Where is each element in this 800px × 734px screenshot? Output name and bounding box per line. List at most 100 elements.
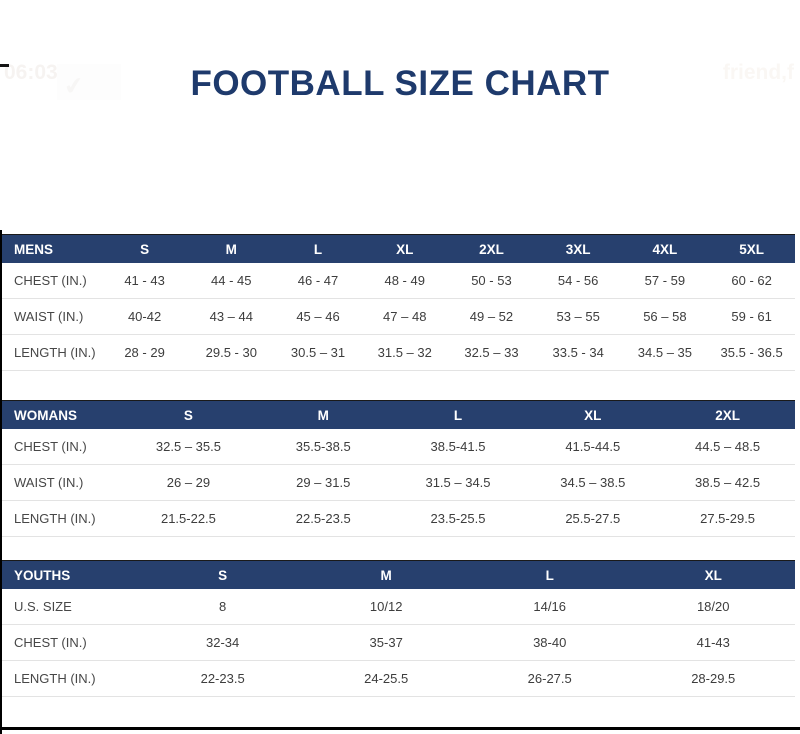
size-value: 32.5 – 35.5 <box>121 429 256 465</box>
measurement-label: WAIST (IN.) <box>2 464 122 501</box>
screenshot-bottom-border <box>0 727 800 730</box>
size-value: 41 - 43 <box>101 263 188 299</box>
size-value: 35.5 - 36.5 <box>708 334 795 371</box>
size-value: 41.5-44.5 <box>525 429 661 465</box>
mens-measurement-row: LENGTH (IN.) 28 - 29 29.5 - 30 30.5 – 31 31.… <box>2 334 795 371</box>
screenshot-corner-mark <box>0 64 9 67</box>
size-value: 10/12 <box>304 589 468 625</box>
size-value: 8 <box>140 589 305 625</box>
womans-table-title: WOMANS <box>2 400 122 429</box>
youths-measurement-row: U.S. SIZE 8 10/12 14/16 18/20 <box>2 589 795 625</box>
womans-size-column-header: S <box>121 400 256 429</box>
womans-size-column-header: M <box>255 400 391 429</box>
size-value: 14/16 <box>467 589 632 625</box>
size-value: 44 - 45 <box>187 263 275 299</box>
womans-size-column-header: XL <box>525 400 661 429</box>
mens-size-column-header: XL <box>361 234 449 263</box>
mens-size-column-header: L <box>274 234 362 263</box>
size-value: 47 – 48 <box>361 298 449 335</box>
size-value: 48 - 49 <box>361 263 449 299</box>
size-value: 54 - 56 <box>534 263 622 299</box>
size-value: 30.5 – 31 <box>274 334 362 371</box>
measurement-label: LENGTH (IN.) <box>2 500 122 537</box>
size-value: 32.5 – 33 <box>448 334 535 371</box>
size-value: 26-27.5 <box>467 660 632 697</box>
page-title: FOOTBALL SIZE CHART <box>190 64 610 103</box>
size-value: 21.5-22.5 <box>121 500 256 537</box>
size-value: 31.5 – 34.5 <box>390 464 526 501</box>
watermark-text-topright: friend,f <box>722 61 794 84</box>
size-value: 40-42 <box>101 298 188 335</box>
watermark-block <box>57 64 121 100</box>
size-value: 34.5 – 38.5 <box>525 464 661 501</box>
youths-table-title: YOUTHS <box>2 560 141 589</box>
mens-size-column-header: 2XL <box>448 234 535 263</box>
youths-size-column-header: XL <box>631 560 795 589</box>
measurement-label: CHEST (IN.) <box>2 429 122 465</box>
womans-header-row: WOMANS S M L XL 2XL <box>2 400 795 429</box>
size-value: 23.5-25.5 <box>390 500 526 537</box>
size-value: 34.5 – 35 <box>621 334 709 371</box>
size-value: 27.5-29.5 <box>660 500 795 537</box>
size-value: 38.5-41.5 <box>390 429 526 465</box>
mens-size-column-header: 3XL <box>534 234 622 263</box>
size-value: 46 - 47 <box>274 263 362 299</box>
size-value: 28-29.5 <box>631 660 795 697</box>
measurement-label: CHEST (IN.) <box>2 263 102 299</box>
youths-size-table: YOUTHS S M L XL U.S. SIZE 8 10/12 14/16 18/20 CHES… <box>2 560 795 697</box>
measurement-label: WAIST (IN.) <box>2 298 102 335</box>
size-value: 25.5-27.5 <box>525 500 661 537</box>
size-value: 43 – 44 <box>187 298 275 335</box>
size-value: 59 - 61 <box>708 298 795 335</box>
size-value: 50 - 53 <box>448 263 535 299</box>
womans-measurement-row: WAIST (IN.) 26 – 29 29 – 31.5 31.5 – 34.5 34… <box>2 464 795 501</box>
size-value: 18/20 <box>631 589 795 625</box>
size-value: 38-40 <box>467 624 632 661</box>
size-value: 57 - 59 <box>621 263 709 299</box>
womans-size-column-header: 2XL <box>660 400 795 429</box>
size-value: 29.5 - 30 <box>187 334 275 371</box>
youths-measurement-row: CHEST (IN.) 32-34 35-37 38-40 41-43 <box>2 624 795 661</box>
watermark-checkmark-icon: ✔ <box>62 71 86 102</box>
youths-header-row: YOUTHS S M L XL <box>2 560 795 589</box>
mens-size-column-header: 4XL <box>621 234 709 263</box>
size-value: 49 – 52 <box>448 298 535 335</box>
womans-size-column-header: L <box>390 400 526 429</box>
size-value: 22.5-23.5 <box>255 500 391 537</box>
mens-size-column-header: 5XL <box>708 234 795 263</box>
size-value: 31.5 – 32 <box>361 334 449 371</box>
youths-size-column-header: L <box>467 560 632 589</box>
womans-measurement-row: LENGTH (IN.) 21.5-22.5 22.5-23.5 23.5-25.5 2… <box>2 500 795 537</box>
size-value: 38.5 – 42.5 <box>660 464 795 501</box>
womans-measurement-row: CHEST (IN.) 32.5 – 35.5 35.5-38.5 38.5-41.5… <box>2 429 795 465</box>
mens-measurement-row: CHEST (IN.) 41 - 43 44 - 45 46 - 47 48 - 49 5… <box>2 263 795 299</box>
size-chart-page: 06:03 ✔ friend,f FOOTBALL SIZE CHART MEN… <box>0 61 800 734</box>
youths-size-column-header: S <box>140 560 305 589</box>
watermark-time: 06:03 <box>4 61 58 84</box>
size-value: 22-23.5 <box>140 660 305 697</box>
size-value: 33.5 - 34 <box>534 334 622 371</box>
mens-size-column-header: M <box>187 234 275 263</box>
screenshot-left-border <box>0 230 2 734</box>
size-tables-container: MENS S M L XL 2XL 3XL 4XL 5XL CHEST (IN.) 41 - 43 4… <box>2 234 795 697</box>
mens-table-title: MENS <box>2 234 102 263</box>
size-value: 53 – 55 <box>534 298 622 335</box>
size-value: 29 – 31.5 <box>255 464 391 501</box>
womans-size-table: WOMANS S M L XL 2XL CHEST (IN.) 32.5 – 35.5 35.5… <box>2 400 795 537</box>
mens-header-row: MENS S M L XL 2XL 3XL 4XL 5XL <box>2 234 795 263</box>
youths-measurement-row: LENGTH (IN.) 22-23.5 24-25.5 26-27.5 28-29.5 <box>2 660 795 697</box>
size-value: 24-25.5 <box>304 660 468 697</box>
size-value: 28 - 29 <box>101 334 188 371</box>
size-value: 32-34 <box>140 624 305 661</box>
measurement-label: LENGTH (IN.) <box>2 660 141 697</box>
size-value: 45 – 46 <box>274 298 362 335</box>
size-value: 56 – 58 <box>621 298 709 335</box>
size-value: 60 - 62 <box>708 263 795 299</box>
measurement-label: LENGTH (IN.) <box>2 334 102 371</box>
size-value: 35.5-38.5 <box>255 429 391 465</box>
size-value: 44.5 – 48.5 <box>660 429 795 465</box>
measurement-label: CHEST (IN.) <box>2 624 141 661</box>
size-value: 35-37 <box>304 624 468 661</box>
mens-size-column-header: S <box>101 234 188 263</box>
size-value: 26 – 29 <box>121 464 256 501</box>
